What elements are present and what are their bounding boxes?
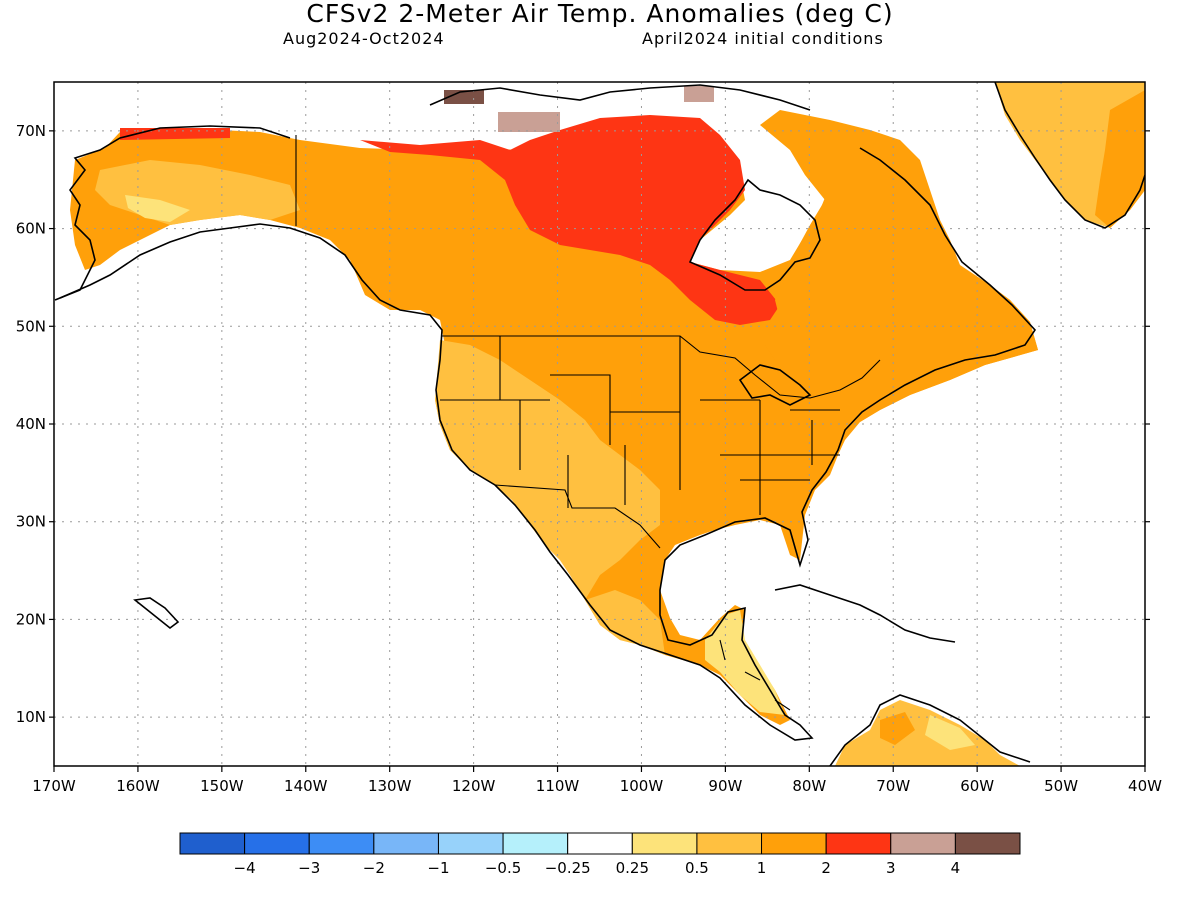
border-us-mexico xyxy=(494,484,661,549)
lon-label: 170W xyxy=(32,777,76,795)
colorbar-label: 1 xyxy=(757,859,767,877)
anomaly-region-3-4-a xyxy=(498,112,560,132)
anomaly-region-0.5-1-mexico xyxy=(585,590,665,655)
anomaly-shading xyxy=(70,82,1145,766)
anomaly-region-0.25-0.5-alaska xyxy=(125,195,190,222)
lon-label: 120W xyxy=(452,777,496,795)
coastline-hawaii xyxy=(133,597,180,630)
coastline-hudson-bay xyxy=(688,178,821,291)
lat-label: 40N xyxy=(16,415,46,433)
lat-lon-gridlines xyxy=(54,82,1145,766)
colorbar-swatch xyxy=(954,832,1021,855)
colorbar-swatch xyxy=(437,832,504,855)
colorbar-swatch xyxy=(308,832,375,855)
political-borders xyxy=(295,135,881,711)
anomaly-region-1-2-south-america xyxy=(880,712,915,745)
colorbar-labels: −4 −3 −2 −1 −0.5 −0.25 0.25 0.5 1 2 3 4 xyxy=(234,859,961,877)
lon-label: 160W xyxy=(116,777,160,795)
lat-label: 20N xyxy=(16,610,46,628)
lat-label: 60N xyxy=(16,220,46,238)
coastline-north-america xyxy=(59,147,1037,741)
colorbar-swatch xyxy=(373,832,439,855)
anomaly-region-0.5-1-west xyxy=(435,340,660,600)
coastline-alaska xyxy=(54,125,291,301)
anomaly-region-3-4-b xyxy=(684,86,714,102)
anomaly-region-0.25-0.5-central xyxy=(705,610,785,715)
colorbar-swatch xyxy=(631,832,698,855)
colorbar-label: 0.25 xyxy=(616,859,649,877)
colorbar-label: −4 xyxy=(234,859,256,877)
colorbar-swatch xyxy=(890,832,956,855)
coastline-greenland xyxy=(994,82,1145,229)
colorbar-label: 2 xyxy=(821,859,831,877)
coastline-arctic-islands xyxy=(429,84,811,111)
axis-ticks xyxy=(49,130,1150,772)
lat-label: 50N xyxy=(16,317,46,335)
colorbar-swatch xyxy=(179,832,246,855)
coastline-caribbean xyxy=(774,584,956,643)
lon-label: 60W xyxy=(960,777,994,795)
colorbar-label: 0.5 xyxy=(685,859,709,877)
coastline-south-america xyxy=(829,694,1031,766)
anomaly-region-1-2-quebec xyxy=(760,110,1038,422)
lon-label: 90W xyxy=(708,777,742,795)
lon-label: 110W xyxy=(536,777,580,795)
initial-conditions: April2024 initial conditions xyxy=(642,29,884,48)
borders-mexico-central xyxy=(719,639,791,711)
lon-label: 40W xyxy=(1128,777,1162,795)
lon-label: 100W xyxy=(620,777,664,795)
colorbar-label: −2 xyxy=(363,859,385,877)
anomaly-region-4-plus-a xyxy=(444,90,484,104)
lon-label: 140W xyxy=(284,777,328,795)
colorbar-label: −0.25 xyxy=(545,859,591,877)
colorbar-swatch xyxy=(567,832,633,855)
chart-title: CFSv2 2-Meter Air Temp. Anomalies (deg C… xyxy=(306,0,894,28)
colorbar-boxes xyxy=(179,832,1021,855)
lon-label: 50W xyxy=(1044,777,1078,795)
lon-label: 80W xyxy=(792,777,826,795)
forecast-period: Aug2024-Oct2024 xyxy=(283,29,445,48)
colorbar-swatch xyxy=(696,832,763,855)
lon-label: 130W xyxy=(368,777,412,795)
colorbar-label: −0.5 xyxy=(485,859,521,877)
border-us-canada xyxy=(442,335,881,399)
colorbar-swatch xyxy=(825,832,892,855)
lon-label: 150W xyxy=(200,777,244,795)
coastlines xyxy=(54,82,1145,766)
coastline-great-lakes xyxy=(738,364,812,406)
lat-label: 30N xyxy=(16,513,46,531)
anomaly-region-2-greenland-east xyxy=(1095,90,1145,228)
colorbar-label: −1 xyxy=(427,859,449,877)
colorbar-label: 4 xyxy=(951,859,961,877)
latitude-labels: 10N 20N 30N 40N 50N 60N 70N xyxy=(16,122,46,726)
longitude-labels: 170W 160W 150W 140W 130W 120W 110W 100W 90W 80W 70… xyxy=(32,777,1162,795)
lat-label: 10N xyxy=(16,708,46,726)
lon-label: 70W xyxy=(876,777,910,795)
colorbar-swatch xyxy=(244,832,310,855)
colorbar-swatch xyxy=(761,832,827,855)
colorbar-label: 3 xyxy=(886,859,896,877)
lat-label: 70N xyxy=(16,122,46,140)
colorbar-label: −3 xyxy=(298,859,320,877)
anomaly-region-0.25-0.5-south-america xyxy=(925,715,975,750)
borders-us-states xyxy=(440,336,840,515)
anomaly-region-2-3-canada xyxy=(360,115,780,325)
colorbar-swatch xyxy=(502,832,569,855)
